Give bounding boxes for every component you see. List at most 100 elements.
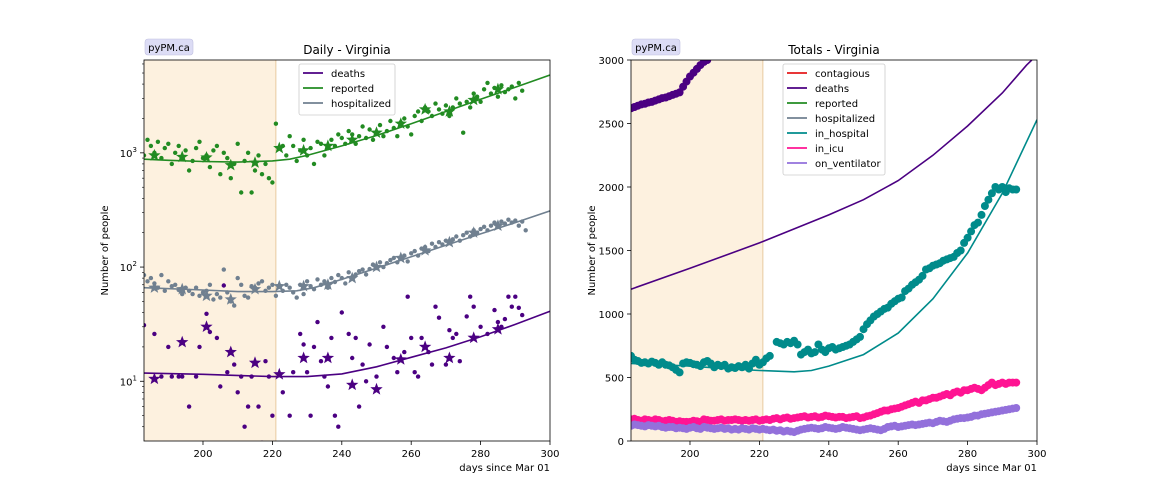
data-point-deaths bbox=[336, 424, 341, 429]
weekly-star-deaths bbox=[224, 345, 237, 358]
legend-label-in_icu: in_icu bbox=[815, 144, 844, 155]
x-tick-label: 240 bbox=[332, 449, 351, 460]
data-point-deaths bbox=[381, 324, 386, 329]
data-point-reported bbox=[329, 137, 334, 142]
y-tick-label: 500 bbox=[605, 374, 624, 385]
data-point-hospitalized bbox=[301, 291, 306, 297]
data-point-hospitalized bbox=[429, 241, 435, 246]
axes-frame bbox=[143, 59, 551, 442]
legend-label-reported: reported bbox=[815, 99, 858, 110]
y-tick-label: 3000 bbox=[599, 56, 624, 67]
data-point-reported bbox=[155, 139, 161, 144]
data-point-reported bbox=[145, 137, 150, 142]
data-point-reported bbox=[436, 107, 442, 112]
data-point-reported bbox=[259, 172, 265, 177]
data-point-in_hospital bbox=[956, 246, 965, 255]
series-reported bbox=[144, 74, 550, 195]
data-point-hospitalized bbox=[207, 282, 213, 287]
data-point-reported bbox=[148, 143, 154, 149]
data-point-reported bbox=[443, 103, 449, 108]
fit-period-shading bbox=[144, 60, 276, 441]
data-point-deaths bbox=[287, 413, 292, 418]
data-point-reported bbox=[481, 87, 487, 92]
badge-box bbox=[631, 38, 681, 56]
data-point-reported bbox=[308, 145, 313, 151]
data-point-reported bbox=[388, 118, 393, 124]
weekly-star-reported bbox=[467, 93, 480, 106]
data-point-reported bbox=[405, 124, 410, 129]
data-point-reported bbox=[478, 99, 483, 105]
data-point-reported bbox=[239, 190, 244, 195]
data-point-in_hospital bbox=[897, 293, 906, 302]
weekly-star-deaths bbox=[321, 351, 335, 364]
data-point-deaths bbox=[169, 374, 174, 379]
y-axis-label: Number of people bbox=[100, 205, 111, 295]
data-point-reported bbox=[197, 139, 202, 144]
data-point-deaths bbox=[703, 60, 712, 64]
data-point-hospitalized bbox=[516, 223, 521, 228]
weekly-star-deaths bbox=[176, 335, 189, 348]
data-point-deaths bbox=[433, 304, 438, 309]
data-point-hospitalized bbox=[391, 255, 396, 261]
data-point-deaths bbox=[516, 305, 521, 310]
data-point-reported bbox=[367, 127, 372, 132]
legend-box bbox=[782, 63, 886, 176]
data-point-hospitalized bbox=[412, 248, 417, 254]
data-point-reported bbox=[249, 190, 254, 195]
data-point-hospitalized bbox=[499, 219, 504, 224]
data-point-reported bbox=[287, 134, 292, 139]
data-point-reported bbox=[509, 84, 514, 89]
data-point-reported bbox=[402, 116, 407, 121]
legend-label-in_hospital: in_hospital bbox=[815, 129, 869, 140]
data-point-reported bbox=[318, 141, 324, 146]
data-point-hospitalized bbox=[488, 223, 494, 228]
data-point-in_hospital bbox=[967, 227, 976, 236]
data-point-deaths bbox=[384, 344, 390, 350]
data-point-reported bbox=[144, 153, 147, 158]
data-point-hospitalized bbox=[339, 275, 344, 281]
data-point-hospitalized bbox=[148, 275, 154, 281]
data-point-hospitalized bbox=[440, 242, 445, 247]
data-point-reported bbox=[173, 150, 178, 155]
data-point-hospitalized bbox=[294, 295, 299, 300]
y-tick-label: 0 bbox=[618, 437, 624, 448]
data-point-deaths bbox=[350, 355, 355, 361]
legend-label-hospitalized: hospitalized bbox=[331, 99, 391, 110]
data-point-hospitalized bbox=[384, 261, 390, 266]
data-point-reported bbox=[488, 91, 494, 96]
x-tick-label: 300 bbox=[1027, 449, 1046, 460]
weekly-star-reported bbox=[394, 117, 407, 129]
data-point-reported bbox=[440, 111, 445, 116]
weekly-star-deaths bbox=[491, 322, 505, 335]
weekly-star-hospitalized bbox=[321, 278, 335, 290]
data-point-reported bbox=[499, 83, 504, 88]
data-point-deaths bbox=[152, 331, 157, 337]
data-point-deaths bbox=[412, 370, 417, 375]
data-point-deaths bbox=[346, 331, 351, 337]
data-point-deaths bbox=[166, 344, 171, 350]
data-point-in_hospital bbox=[974, 218, 982, 227]
data-point-deaths bbox=[415, 374, 421, 379]
weekly-star-hospitalized bbox=[297, 279, 310, 292]
data-point-deaths bbox=[256, 404, 261, 409]
x-tick-label: 280 bbox=[471, 449, 490, 460]
data-point-hospitalized bbox=[291, 290, 296, 295]
data-point-reported bbox=[339, 135, 344, 141]
data-point-reported bbox=[263, 161, 268, 167]
data-point-hospitalized bbox=[356, 269, 362, 274]
weekly-star-reported bbox=[248, 156, 262, 168]
data-point-reported bbox=[506, 87, 511, 92]
y-tick-label: 102 bbox=[120, 260, 137, 274]
data-point-deaths bbox=[402, 349, 407, 355]
data-point-deaths bbox=[495, 319, 501, 325]
data-point-deaths bbox=[186, 404, 192, 409]
data-point-deaths bbox=[464, 314, 469, 319]
data-point-reported bbox=[284, 153, 289, 158]
data-point-deaths bbox=[176, 374, 181, 379]
data-point-deaths bbox=[197, 344, 202, 350]
weekly-star-reported bbox=[321, 139, 335, 152]
data-point-reported bbox=[322, 153, 327, 158]
data-point-deaths bbox=[239, 374, 244, 379]
data-point-reported bbox=[193, 145, 199, 151]
data-point-reported bbox=[415, 109, 421, 114]
